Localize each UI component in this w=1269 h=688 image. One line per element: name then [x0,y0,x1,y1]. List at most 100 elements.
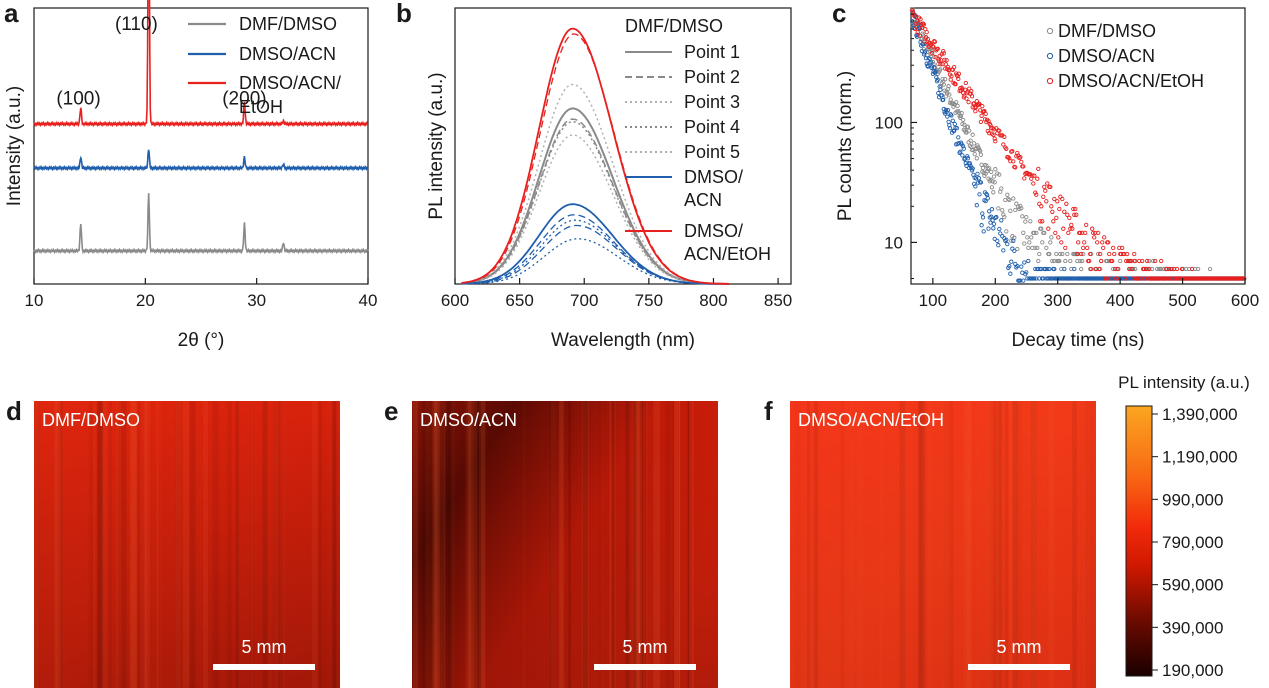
decay-point [954,125,960,131]
decay-point [941,51,946,56]
decay-point [1029,235,1034,240]
legend-label: Point 3 [684,92,740,112]
xrd-plot-frame [33,7,369,285]
decay-point [1076,240,1081,245]
decay-point [936,58,942,63]
legend-marker [1046,27,1054,35]
decay-point [1019,264,1024,269]
decay-point [951,128,957,134]
decay-point [1054,251,1059,257]
decay-point [946,84,951,89]
decay-point [997,172,1002,177]
decay-point [1049,235,1054,240]
texture-streak [849,401,854,688]
texture-streak [474,401,482,688]
decay-point [911,11,916,16]
decay-point [922,39,927,44]
decay-point [943,62,949,67]
decay-point [962,93,967,98]
decay-point [1001,248,1006,253]
decay-point [1056,235,1061,240]
decay-point [1099,258,1104,264]
decay-point [1011,159,1016,164]
decay-point [1040,240,1045,245]
xrd-y-axis-title: Intensity (a.u.) [4,86,25,206]
decay-point [1035,176,1040,181]
decay-point [942,88,947,93]
texture-streak [174,401,182,688]
decay-point [1142,266,1147,272]
decay-point [1026,245,1031,251]
decay-point [967,128,972,133]
texture-streak [1072,401,1077,688]
decay-point [997,226,1002,232]
decay-point [935,77,940,82]
decay-point [1019,206,1024,211]
xrd-annotations: (110) (100) (200) [56,14,266,110]
texture-streak [625,401,630,688]
texture-streak [999,401,1002,688]
decay-point [1089,266,1094,272]
decay-point [1009,259,1014,264]
texture-streak [117,401,121,688]
decay-point [1065,212,1070,217]
decay-point [963,161,968,166]
decay-point [990,179,995,184]
texture-streak [665,401,669,688]
decay-point [1091,230,1096,236]
texture-streak [1004,401,1009,688]
texture-streak [228,401,232,688]
decay-point [1164,266,1169,272]
texture-streak [104,401,109,688]
decay-point [1125,251,1130,257]
decay-point [915,30,920,35]
decay-point [1032,276,1037,281]
decay-point [1037,201,1042,206]
texture-streak [559,401,564,688]
decay-point [927,46,932,52]
texture-streak [333,401,338,688]
texture-streak [1048,401,1055,688]
decay-point [966,99,971,105]
decay-point [1027,240,1032,245]
decay-point [1129,258,1134,264]
texture-streak [679,401,681,688]
texture-streak [203,401,208,688]
texture-streak [212,401,219,688]
decay-point [1054,215,1059,221]
decay-point [1022,260,1027,265]
texture-streak [109,401,112,688]
decay-point [960,153,965,158]
decay-point [1118,258,1123,264]
decay-point [924,29,929,35]
decay-point [1123,276,1128,281]
decay-point [961,146,966,151]
decay-point [970,132,975,137]
decay-point [983,198,988,204]
decay-point [933,69,938,74]
decay-point [950,118,955,123]
decay-point [973,184,978,189]
decay-point [1147,266,1152,272]
x-tick-label: 600 [1231,291,1259,310]
legend-label: ACN/EtOH [684,244,771,264]
decay-point [1088,251,1093,257]
decay-point [956,71,962,76]
panel-label-f: f [764,396,773,426]
decay-point [990,218,995,223]
decay-point [1011,238,1016,243]
pl-map-label: DMSO/ACN [420,410,517,430]
decay-point [1007,264,1012,269]
scale-bar [594,664,696,670]
decay-point [964,130,969,135]
pl-series [461,27,730,285]
decay-point [930,49,935,54]
xrd-chart: 10 20 30 40 (110) (100) (200) DMF/DMSO DMSO/AC… [4,0,377,351]
decay-point [1147,258,1152,264]
trpl-ticks: 100 200 300 400 500 600 10 100 [875,13,1259,310]
texture-streak [262,401,268,688]
decay-point [951,64,957,70]
texture-streak [582,401,589,688]
decay-point [1060,251,1065,257]
